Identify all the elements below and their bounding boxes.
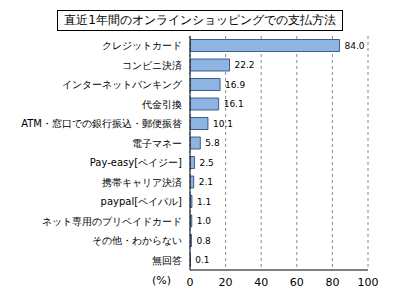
svg-text:携帯キャリア決済: 携帯キャリア決済 — [102, 177, 182, 188]
svg-text:20: 20 — [219, 276, 233, 289]
svg-text:コンビニ決済: コンビニ決済 — [122, 60, 182, 71]
svg-text:電子マネー: 電子マネー — [132, 138, 182, 149]
svg-text:60: 60 — [290, 276, 304, 289]
svg-text:ATM・窓口での銀行振込・郵便振替: ATM・窓口での銀行振込・郵便振替 — [21, 118, 182, 129]
svg-text:16.9: 16.9 — [225, 80, 245, 90]
svg-text:代金引換: 代金引換 — [141, 99, 182, 110]
svg-text:80: 80 — [325, 276, 339, 289]
svg-text:100: 100 — [358, 276, 379, 289]
svg-text:16.1: 16.1 — [224, 99, 244, 109]
svg-text:無回答: 無回答 — [152, 255, 182, 266]
svg-text:2.1: 2.1 — [199, 177, 213, 187]
svg-text:0.1: 0.1 — [195, 255, 209, 265]
svg-text:その他・わからない: その他・わからない — [92, 235, 182, 246]
html-text:直近1年間のオンラインショッピングでの支払方法: 直近1年間のオンラインショッピングでの支払方法 — [64, 13, 336, 27]
svg-text:ネット専用のプリペイドカード: ネット専用のプリペイドカード — [42, 216, 182, 227]
svg-text:0.8: 0.8 — [196, 236, 211, 246]
svg-text:1.0: 1.0 — [197, 216, 212, 226]
svg-text:40: 40 — [254, 276, 268, 289]
svg-text:インターネットバンキング: インターネットバンキング — [62, 79, 183, 90]
svg-text:5.8: 5.8 — [205, 138, 220, 148]
svg-text:2.5: 2.5 — [199, 158, 213, 168]
svg-text:22.2: 22.2 — [235, 60, 255, 70]
svg-text:クレジットカード: クレジットカード — [102, 40, 182, 51]
svg-text:1.1: 1.1 — [197, 197, 211, 207]
svg-text:10.1: 10.1 — [213, 119, 233, 129]
svg-text:0: 0 — [187, 276, 194, 289]
svg-text:Pay-easy[ペイジー]: Pay-easy[ペイジー] — [90, 157, 182, 168]
svg-text:84.0: 84.0 — [345, 41, 365, 51]
svg-text:paypal[ペイパル]: paypal[ペイパル] — [101, 196, 183, 207]
